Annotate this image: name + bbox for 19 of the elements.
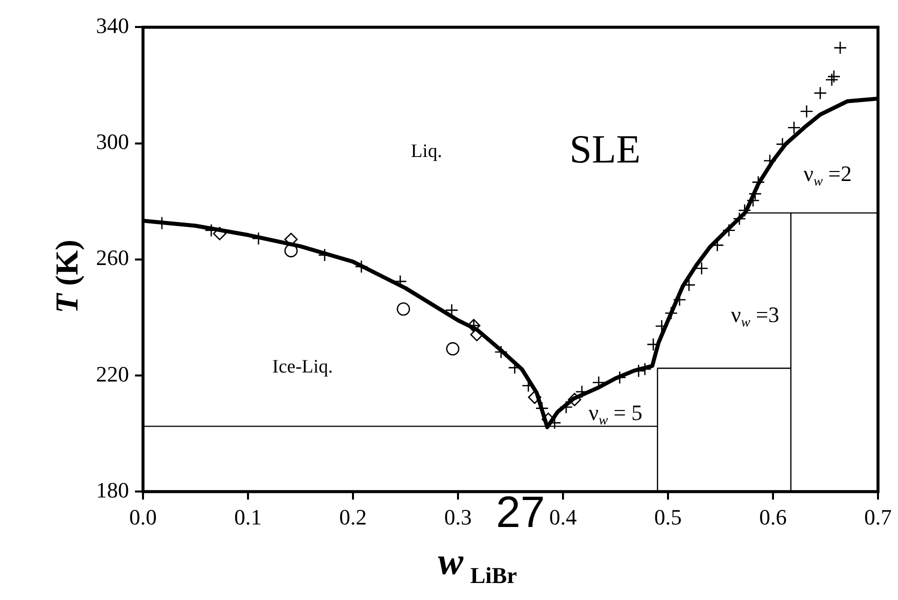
annotation: 27	[496, 488, 545, 538]
x-tick-label: 0.1	[234, 504, 262, 530]
x-tick-label: 0.0	[129, 504, 157, 530]
x-tick-label: 0.7	[864, 504, 892, 530]
annotation: SLE	[569, 126, 641, 172]
annotation: Liq.	[410, 140, 442, 162]
y-tick-label: 220	[96, 361, 129, 386]
annotation: Ice-Liq.	[272, 356, 333, 378]
x-tick-label: 0.2	[339, 504, 367, 530]
x-axis-title: w$_{LiBr}$	[438, 540, 518, 589]
y-tick-label: 180	[96, 477, 129, 502]
y-tick-label: 300	[96, 129, 129, 154]
x-tick-label: 0.6	[759, 504, 787, 530]
x-tick-label: 0.5	[654, 504, 682, 530]
y-tick-label: 260	[96, 245, 129, 270]
x-tick-label: 0.4	[549, 504, 577, 530]
y-tick-label: 340	[96, 12, 129, 38]
y-axis-title: T (K)	[48, 238, 86, 316]
x-tick-label: 0.3	[444, 504, 472, 530]
